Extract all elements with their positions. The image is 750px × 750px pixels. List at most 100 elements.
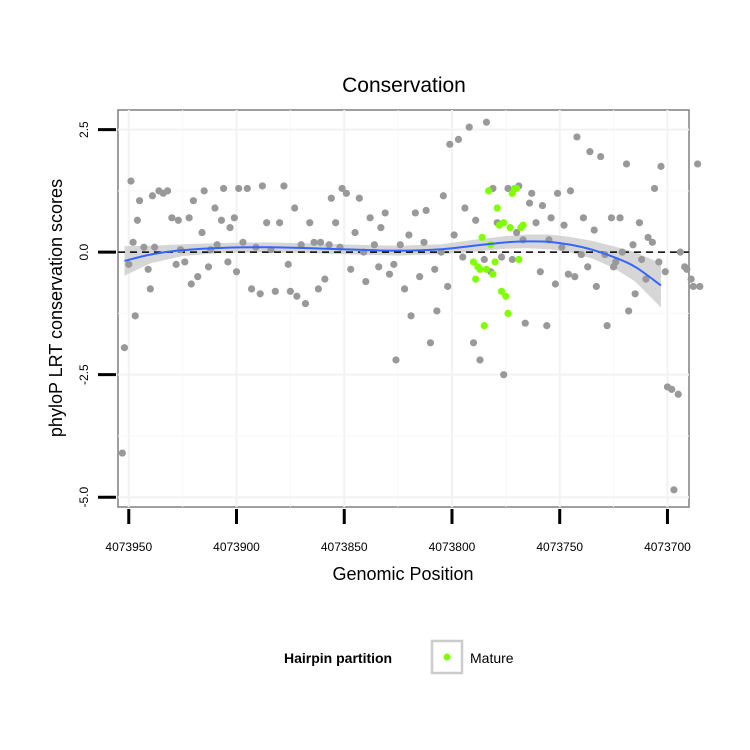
point-other bbox=[586, 148, 594, 156]
point-other bbox=[644, 233, 652, 242]
point-other bbox=[500, 371, 508, 379]
point-other bbox=[558, 243, 566, 251]
point-mature bbox=[480, 322, 488, 330]
point-mature bbox=[472, 275, 480, 283]
point-other bbox=[127, 177, 135, 185]
point-other bbox=[256, 290, 264, 298]
point-other bbox=[140, 243, 148, 251]
legend: Hairpin partition Mature bbox=[284, 639, 514, 675]
point-other bbox=[668, 385, 676, 393]
point-other bbox=[618, 248, 626, 256]
series-mature bbox=[469, 184, 527, 330]
point-other bbox=[217, 216, 226, 224]
point-other bbox=[351, 228, 359, 237]
point-other bbox=[181, 258, 189, 266]
point-other bbox=[416, 273, 424, 281]
point-other bbox=[310, 238, 318, 246]
smooth-line bbox=[124, 240, 662, 287]
chart-title: Conservation bbox=[342, 74, 466, 97]
point-other bbox=[426, 339, 435, 347]
point-other bbox=[616, 214, 624, 222]
point-other bbox=[258, 182, 266, 190]
point-other bbox=[247, 285, 256, 293]
point-other bbox=[607, 214, 616, 222]
point-mature bbox=[519, 221, 527, 229]
point-other bbox=[316, 238, 325, 246]
point-other bbox=[235, 184, 243, 193]
point-other bbox=[314, 285, 322, 293]
point-other bbox=[553, 189, 562, 197]
point-other bbox=[465, 123, 473, 131]
point-other bbox=[648, 238, 656, 246]
point-other bbox=[521, 319, 529, 327]
point-other bbox=[661, 268, 669, 276]
point-mature bbox=[502, 292, 510, 300]
point-other bbox=[612, 258, 620, 266]
point-mature bbox=[478, 233, 486, 242]
point-other bbox=[332, 219, 340, 227]
point-other bbox=[400, 285, 409, 293]
point-mature bbox=[515, 255, 523, 264]
point-other bbox=[187, 280, 195, 288]
point-other bbox=[543, 322, 551, 330]
x-axis-label: Genomic Position bbox=[332, 564, 473, 584]
point-mature bbox=[506, 224, 514, 232]
point-other bbox=[597, 152, 605, 161]
loess-curve bbox=[124, 240, 662, 287]
point-mature bbox=[482, 265, 491, 273]
y-axis-label: phyloP LRT conservation scores bbox=[46, 179, 66, 437]
point-other bbox=[362, 277, 370, 286]
point-other bbox=[472, 216, 480, 224]
point-other bbox=[454, 135, 463, 144]
point-other bbox=[592, 282, 600, 291]
point-other bbox=[226, 224, 234, 232]
point-other bbox=[276, 219, 284, 227]
legend-label-mature: Mature bbox=[470, 650, 514, 666]
point-other bbox=[579, 214, 588, 222]
point-other bbox=[687, 275, 695, 283]
point-other bbox=[635, 219, 644, 227]
point-other bbox=[125, 260, 133, 268]
legend-marker-mature bbox=[443, 653, 451, 661]
series-other bbox=[118, 118, 704, 494]
point-other bbox=[204, 263, 213, 271]
point-other bbox=[301, 299, 310, 308]
point-other bbox=[135, 197, 144, 205]
point-other bbox=[370, 241, 379, 249]
point-other bbox=[504, 184, 512, 193]
point-other bbox=[198, 228, 206, 237]
point-other bbox=[224, 258, 232, 266]
point-mature bbox=[489, 270, 497, 278]
point-other bbox=[321, 275, 329, 283]
point-other bbox=[133, 216, 141, 224]
point-other bbox=[280, 182, 288, 190]
x-tick-label: 4073800 bbox=[429, 540, 476, 554]
point-mature bbox=[497, 287, 506, 295]
point-other bbox=[338, 184, 346, 193]
point-other bbox=[213, 241, 221, 249]
point-other bbox=[650, 184, 659, 193]
point-other bbox=[683, 265, 691, 273]
point-other bbox=[325, 241, 333, 249]
point-other bbox=[390, 260, 398, 268]
point-other bbox=[670, 486, 678, 494]
point-other bbox=[327, 194, 335, 202]
point-mature bbox=[469, 258, 478, 266]
point-other bbox=[172, 260, 180, 268]
point-mature bbox=[476, 265, 484, 273]
point-other bbox=[200, 187, 208, 195]
point-other bbox=[243, 184, 251, 193]
point-other bbox=[381, 209, 389, 217]
smooth-ribbon bbox=[124, 234, 661, 308]
point-other bbox=[655, 258, 663, 266]
point-other bbox=[263, 219, 271, 227]
point-other bbox=[657, 162, 665, 170]
point-other bbox=[291, 204, 299, 212]
point-other bbox=[689, 282, 697, 291]
point-other bbox=[513, 228, 521, 237]
point-other bbox=[211, 204, 219, 212]
point-other bbox=[355, 194, 363, 202]
point-other bbox=[532, 219, 540, 227]
point-other bbox=[405, 231, 413, 239]
